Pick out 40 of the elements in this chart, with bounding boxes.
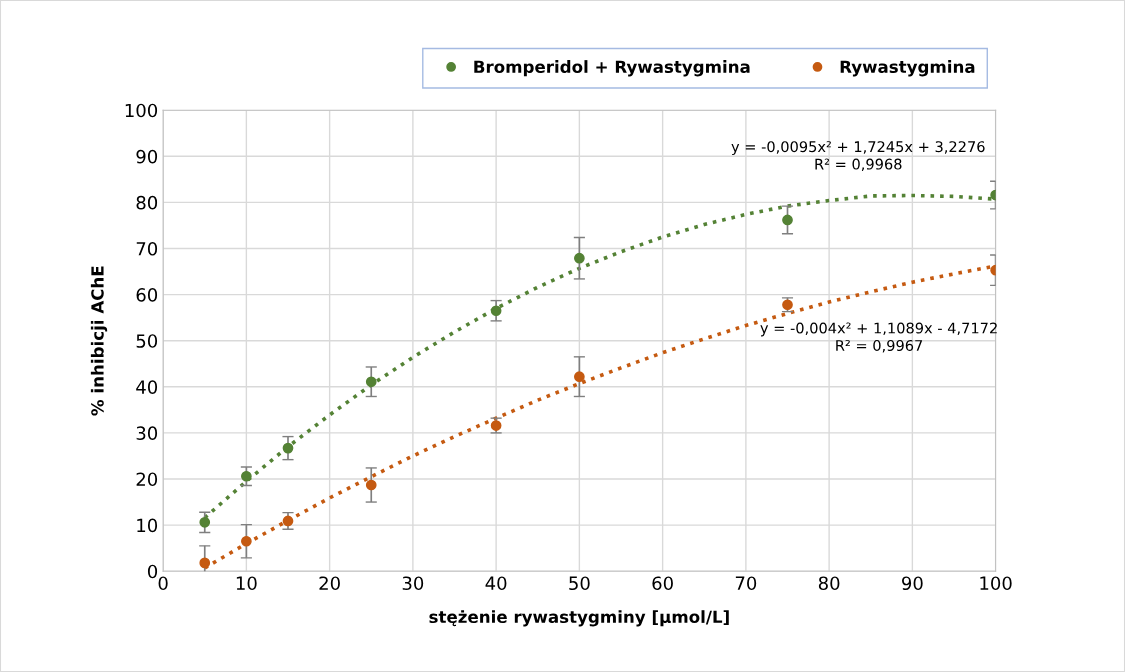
y-tick-label: 60 xyxy=(136,288,158,302)
point xyxy=(241,470,252,482)
x-tick-label: 90 xyxy=(902,576,923,591)
annotation: y = -0,004x² + 1,1089x - 4,7172 R² = 0,9967 xyxy=(760,322,997,353)
point xyxy=(199,516,211,528)
legend-label: Rywastygmina xyxy=(840,60,975,77)
x-tick-label: 100 xyxy=(980,576,1012,591)
y-tick-label: 10 xyxy=(137,518,158,533)
point xyxy=(282,442,294,454)
point xyxy=(199,557,211,569)
y-tick-label: 40 xyxy=(136,380,158,394)
x-axis-title: stężenie rywastygminy [µmol/L] xyxy=(429,610,729,627)
y-tick-label: 0 xyxy=(147,564,158,579)
x-tick-label: 30 xyxy=(402,576,424,591)
point xyxy=(782,214,793,226)
x-tick-label: 0 xyxy=(158,576,168,591)
point xyxy=(241,535,252,547)
x-tick-label: 50 xyxy=(569,576,590,591)
y-tick-label: 50 xyxy=(136,334,158,348)
x-tick-label: 80 xyxy=(818,576,840,591)
x-tick-label: 20 xyxy=(319,576,340,591)
x-tick-label: 70 xyxy=(735,576,757,591)
x-tick-label: 60 xyxy=(652,576,673,591)
point xyxy=(365,376,377,388)
point xyxy=(490,305,502,317)
point xyxy=(282,515,294,527)
y-tick-label: 80 xyxy=(136,195,158,210)
annotation: y = -0,0095x² + 1,7245x + 3,2276 R² = 0,9968 xyxy=(731,141,985,172)
point xyxy=(574,252,585,264)
y-axis-title: % inhibicji AChE xyxy=(90,266,108,416)
y-tick-label: 90 xyxy=(136,149,158,164)
x-tick-label: 40 xyxy=(485,576,507,591)
x-tick-label: 10 xyxy=(236,576,257,591)
point xyxy=(365,479,377,491)
point xyxy=(574,371,585,383)
y-tick-label: 70 xyxy=(136,241,158,256)
y-tick-label: 100 xyxy=(125,103,158,118)
y-tick-label: 30 xyxy=(136,426,158,441)
y-tick-label: 20 xyxy=(136,472,158,487)
legend-label: Bromperidol + Rywastygmina xyxy=(474,60,750,77)
